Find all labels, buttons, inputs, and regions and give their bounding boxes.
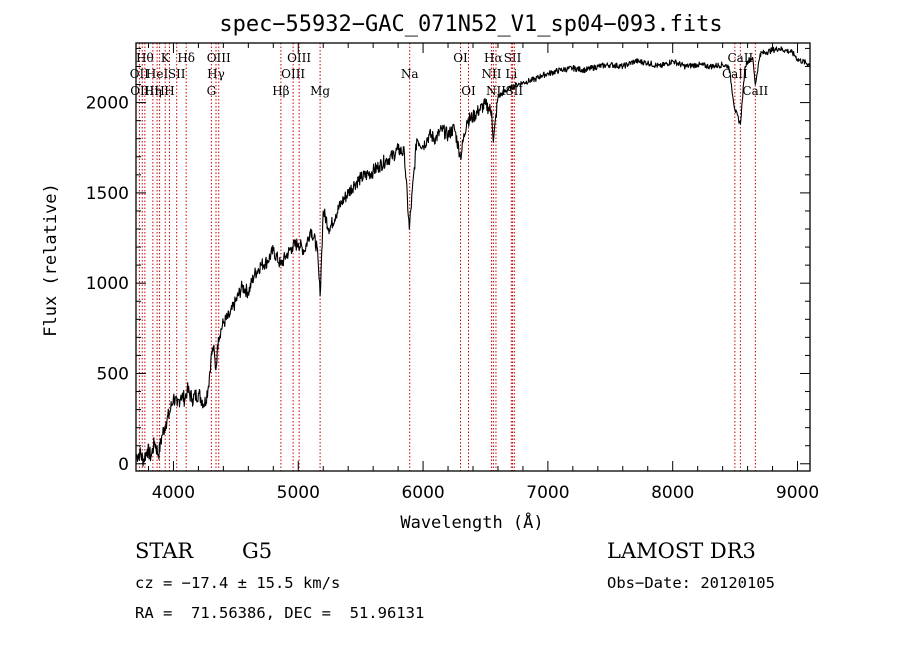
y-tick-label-0: 0 — [118, 455, 129, 475]
line-marker-label-26: CaII — [722, 67, 748, 81]
line-marker-label-6: K — [161, 51, 171, 65]
chart-title: spec−55932−GAC_071N52_V1_sp04−093.fits — [219, 12, 722, 37]
y-tick-label-1: 500 — [97, 364, 129, 384]
line-marker-label-18: OI — [453, 51, 468, 65]
line-marker-label-8: SII — [168, 67, 186, 81]
line-marker-label-14: OIII — [281, 67, 305, 81]
x-tick-label-5: 9000 — [776, 483, 819, 503]
plot-frame — [135, 42, 811, 472]
object-class: STAR — [135, 539, 194, 563]
line-marker-label-17: Na — [401, 67, 419, 81]
axis-ticks: 4000 5000 6000 7000 8000 9000 0 500 1000 1500 2000 — [86, 43, 819, 503]
line-marker-label-24: SII — [504, 51, 522, 65]
x-tick-label-4: 8000 — [651, 483, 694, 503]
survey-name: LAMOST DR3 — [607, 539, 756, 563]
line-marker-label-12: OIII — [207, 51, 231, 65]
y-tick-label-4: 2000 — [86, 94, 129, 114]
line-marker-label-16: Mg — [310, 84, 330, 98]
subclass: G5 — [242, 539, 273, 563]
line-marker-label-5: H — [154, 84, 164, 98]
line-marker-label-3: Hη — [144, 84, 162, 98]
line-marker-label-15: OIII — [287, 51, 311, 65]
x-tick-label-1: 5000 — [277, 483, 320, 503]
line-marker-label-7: H — [164, 84, 174, 98]
line-marker-label-11: Hγ — [207, 67, 225, 81]
line-marker-label-23: Li — [505, 67, 517, 81]
x-tick-label-2: 6000 — [401, 483, 444, 503]
observation-date: Obs−Date: 20120105 — [607, 574, 775, 592]
line-marker-label-9: Hδ — [177, 51, 195, 65]
line-marker-label-21: Hα — [484, 51, 503, 65]
y-axis-label: Flux (relative) — [41, 183, 61, 337]
spectrum-line — [135, 46, 811, 467]
y-tick-label-3: 1500 — [86, 184, 129, 204]
line-marker-label-20: NII — [481, 67, 501, 81]
x-axis-label: Wavelength (Å) — [400, 511, 543, 533]
line-marker-label-2: Hθ — [136, 51, 154, 65]
line-marker-label-0: OII — [130, 67, 150, 81]
line-marker-label-10: G — [207, 84, 217, 98]
line-marker-label-4: HeI — [146, 67, 169, 81]
line-markers: OIIOIIIHθHηHeIHKHSIIHδGHγOIIIHβOIIIOIIIM… — [130, 43, 768, 471]
coordinates: RA = 71.56386, DEC = 51.96131 — [135, 604, 425, 622]
line-marker-label-28: CaII — [742, 84, 768, 98]
x-tick-label-0: 4000 — [152, 483, 195, 503]
line-marker-label-13: Hβ — [272, 84, 289, 98]
redshift-velocity: cz = −17.4 ± 15.5 km/s — [135, 574, 341, 592]
y-tick-label-2: 1000 — [86, 274, 129, 294]
line-marker-label-19: OI — [461, 84, 476, 98]
x-tick-label-3: 7000 — [526, 483, 569, 503]
